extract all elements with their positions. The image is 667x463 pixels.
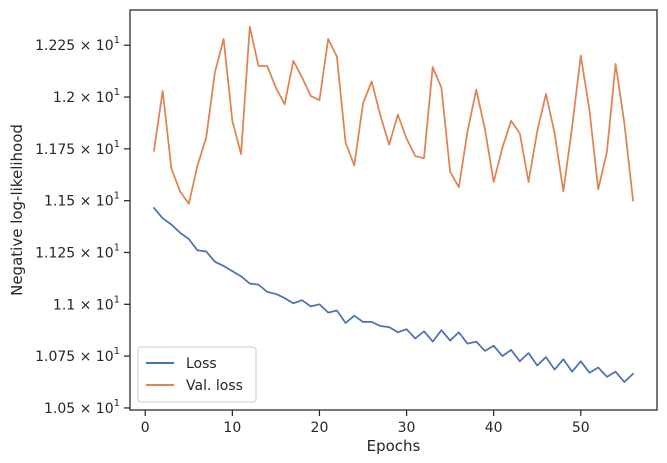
ticks: 0 10 20 30 40 50 1.05 × 101 1.075 × 101 1.1 × 10… bbox=[35, 35, 590, 436]
legend-label-loss: Loss bbox=[186, 356, 217, 372]
y-tick-label: 1.1 × 101 bbox=[53, 294, 120, 313]
legend-label-val-loss: Val. loss bbox=[186, 378, 243, 394]
x-axis-label: Epochs bbox=[367, 437, 421, 455]
x-tick-label: 30 bbox=[398, 420, 416, 436]
x-tick-label: 40 bbox=[485, 420, 503, 436]
y-tick-label: 1.2 × 101 bbox=[53, 87, 120, 106]
y-tick-label: 1.05 × 101 bbox=[44, 398, 120, 417]
x-tick-label: 10 bbox=[223, 420, 241, 436]
series-line-val-loss bbox=[153, 25, 634, 205]
y-tick-label: 1.175 × 101 bbox=[35, 139, 120, 158]
y-axis-label: Negative log-likelihood bbox=[8, 124, 26, 296]
series-lines bbox=[153, 25, 634, 383]
legend-box bbox=[137, 346, 257, 403]
x-tick-label: 50 bbox=[572, 420, 590, 436]
x-tick-label: 0 bbox=[141, 420, 150, 436]
x-tick-label: 20 bbox=[311, 420, 329, 436]
y-tick-label: 1.125 × 101 bbox=[35, 242, 120, 261]
y-tick-label: 1.075 × 101 bbox=[35, 346, 120, 365]
plot-area-frame bbox=[129, 9, 658, 411]
y-tick-label: 1.225 × 101 bbox=[35, 35, 120, 54]
legend: Loss Val. loss bbox=[137, 346, 257, 403]
y-tick-label: 1.15 × 101 bbox=[44, 191, 120, 210]
series-line-loss bbox=[153, 207, 634, 383]
